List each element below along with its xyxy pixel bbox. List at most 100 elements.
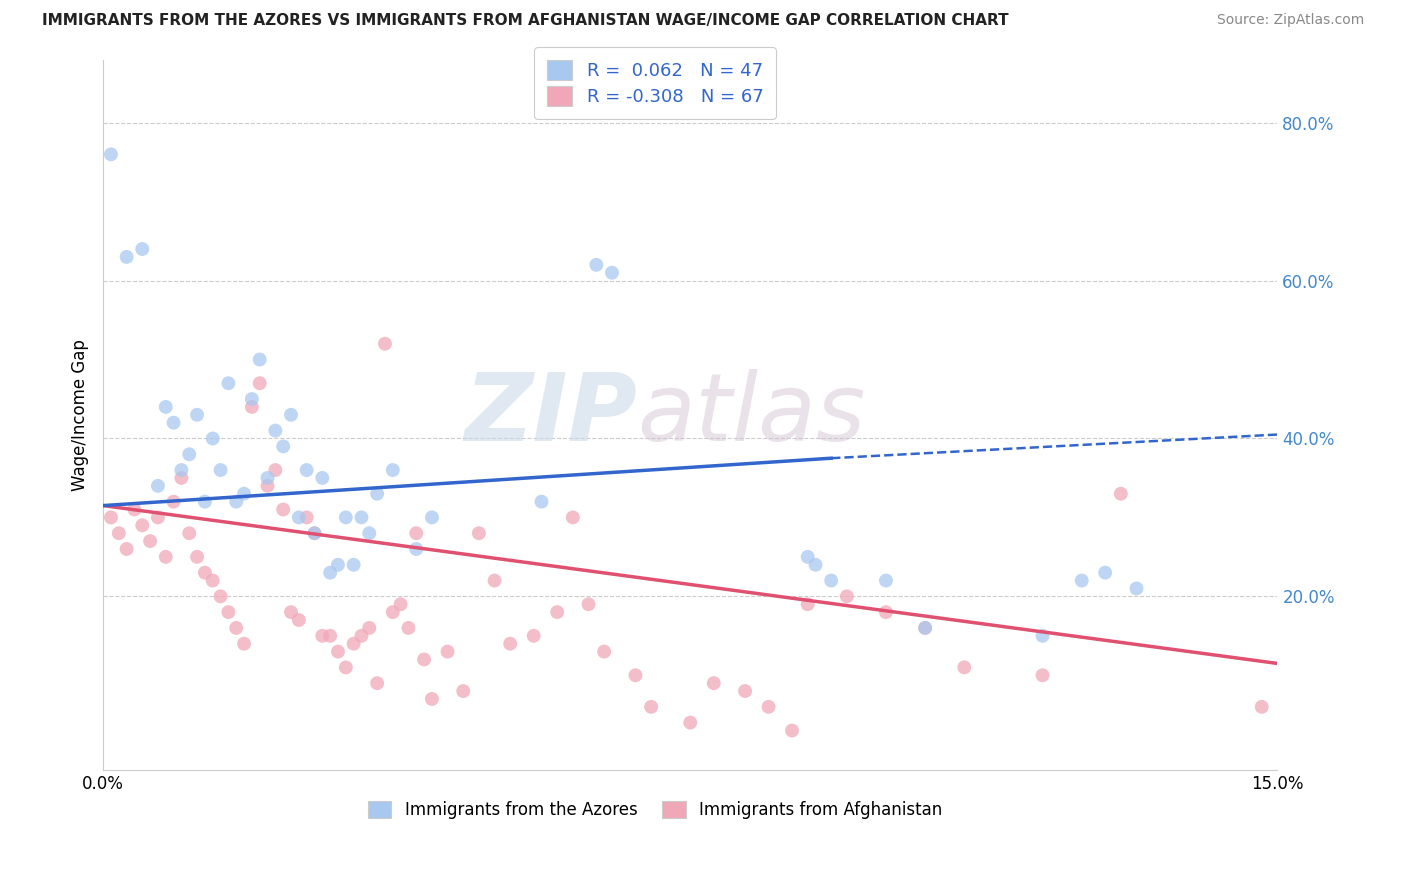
Point	[186, 549, 208, 564]
Point	[914, 621, 936, 635]
Point	[451, 684, 474, 698]
Point	[115, 250, 138, 264]
Point	[264, 424, 287, 438]
Point	[374, 336, 396, 351]
Point	[271, 502, 294, 516]
Point	[396, 621, 419, 635]
Point	[240, 392, 263, 406]
Point	[1250, 699, 1272, 714]
Point	[131, 518, 153, 533]
Point	[499, 637, 522, 651]
Point	[146, 510, 169, 524]
Point	[209, 590, 232, 604]
Point	[139, 534, 162, 549]
Point	[326, 558, 349, 572]
Point	[523, 629, 546, 643]
Point	[530, 494, 553, 508]
Point	[585, 258, 607, 272]
Point	[420, 510, 443, 524]
Point	[366, 487, 388, 501]
Point	[311, 629, 333, 643]
Point	[679, 715, 702, 730]
Point	[405, 541, 427, 556]
Point	[233, 487, 256, 501]
Point	[319, 566, 342, 580]
Point	[295, 510, 318, 524]
Point	[233, 637, 256, 651]
Point	[326, 644, 349, 658]
Point	[389, 597, 412, 611]
Point	[225, 621, 247, 635]
Point	[179, 447, 201, 461]
Point	[280, 605, 302, 619]
Point	[413, 652, 436, 666]
Point	[350, 510, 373, 524]
Point	[436, 644, 458, 658]
Point	[194, 566, 217, 580]
Point	[624, 668, 647, 682]
Point	[796, 549, 818, 564]
Point	[288, 510, 311, 524]
Point	[264, 463, 287, 477]
Point	[366, 676, 388, 690]
Text: atlas: atlas	[637, 369, 866, 460]
Point	[335, 510, 357, 524]
Point	[640, 699, 662, 714]
Point	[1094, 566, 1116, 580]
Point	[194, 494, 217, 508]
Point	[240, 400, 263, 414]
Point	[115, 541, 138, 556]
Point	[162, 494, 184, 508]
Point	[256, 471, 278, 485]
Point	[280, 408, 302, 422]
Point	[804, 558, 827, 572]
Point	[304, 526, 326, 541]
Point	[217, 605, 239, 619]
Point	[271, 439, 294, 453]
Point	[186, 408, 208, 422]
Point	[780, 723, 803, 738]
Point	[288, 613, 311, 627]
Point	[162, 416, 184, 430]
Point	[350, 629, 373, 643]
Point	[703, 676, 725, 690]
Point	[335, 660, 357, 674]
Point	[381, 463, 404, 477]
Point	[1031, 668, 1053, 682]
Point	[155, 549, 177, 564]
Point	[484, 574, 506, 588]
Point	[170, 463, 193, 477]
Point	[835, 590, 858, 604]
Text: IMMIGRANTS FROM THE AZORES VS IMMIGRANTS FROM AFGHANISTAN WAGE/INCOME GAP CORREL: IMMIGRANTS FROM THE AZORES VS IMMIGRANTS…	[42, 13, 1010, 29]
Point	[179, 526, 201, 541]
Point	[1070, 574, 1092, 588]
Point	[1125, 582, 1147, 596]
Point	[155, 400, 177, 414]
Point	[100, 147, 122, 161]
Point	[131, 242, 153, 256]
Legend: Immigrants from the Azores, Immigrants from Afghanistan: Immigrants from the Azores, Immigrants f…	[361, 794, 949, 826]
Point	[124, 502, 146, 516]
Point	[100, 510, 122, 524]
Point	[359, 621, 381, 635]
Point	[170, 471, 193, 485]
Point	[256, 479, 278, 493]
Point	[201, 432, 224, 446]
Point	[107, 526, 129, 541]
Point	[304, 526, 326, 541]
Point	[146, 479, 169, 493]
Point	[311, 471, 333, 485]
Point	[820, 574, 842, 588]
Point	[561, 510, 583, 524]
Point	[405, 526, 427, 541]
Point	[758, 699, 780, 714]
Point	[796, 597, 818, 611]
Point	[875, 605, 897, 619]
Point	[600, 266, 623, 280]
Point	[953, 660, 976, 674]
Point	[249, 352, 271, 367]
Point	[295, 463, 318, 477]
Point	[319, 629, 342, 643]
Point	[593, 644, 616, 658]
Point	[209, 463, 232, 477]
